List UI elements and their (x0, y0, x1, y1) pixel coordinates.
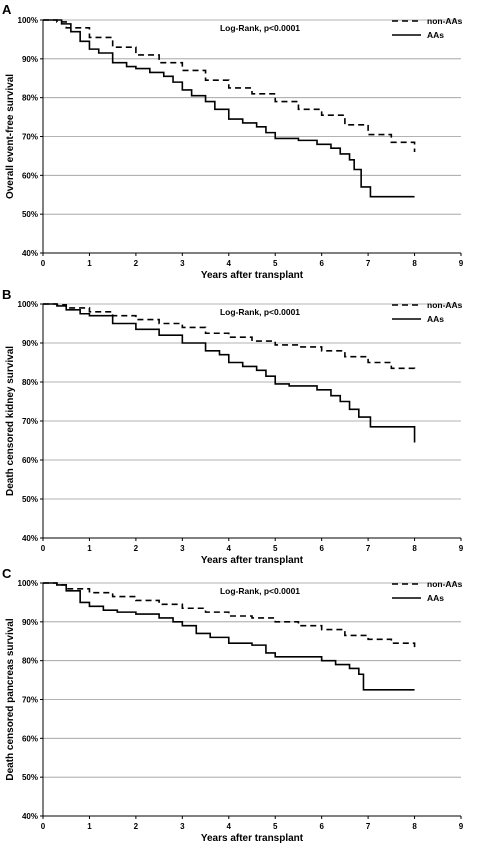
x-tick-label: 2 (134, 544, 139, 553)
x-tick-label: 4 (227, 259, 232, 268)
y-tick-label: 70% (22, 133, 38, 142)
x-tick-label: 7 (366, 259, 371, 268)
panel-letter: B (2, 287, 11, 302)
y-tick-label: 90% (22, 339, 38, 348)
y-tick-label: 90% (22, 618, 38, 627)
series-line-aas (43, 582, 415, 691)
y-tick-label: 40% (22, 534, 38, 543)
y-tick-label: 90% (22, 55, 38, 64)
y-tick-label: 100% (18, 300, 38, 309)
panel-letter: A (2, 2, 12, 17)
y-axis-title: Death censored kidney survival (5, 346, 16, 496)
series-line-aas (43, 19, 415, 198)
x-tick-label: 3 (180, 259, 185, 268)
panel-letter: C (2, 566, 12, 581)
y-tick-label: 40% (22, 812, 38, 821)
x-tick-label: 0 (41, 259, 46, 268)
x-axis-title: Years after transplant (201, 555, 304, 566)
y-tick-label: 40% (22, 249, 38, 258)
y-tick-label: 50% (22, 773, 38, 782)
y-tick-label: 60% (22, 456, 38, 465)
x-axis-title: Years after transplant (201, 833, 304, 844)
y-tick-label: 100% (18, 579, 38, 588)
x-tick-label: 3 (180, 822, 185, 831)
y-tick-label: 80% (22, 657, 38, 666)
x-tick-label: 5 (273, 822, 278, 831)
x-tick-label: 8 (412, 544, 417, 553)
y-tick-label: 70% (22, 696, 38, 705)
y-axis-title: Overall event-free survival (5, 74, 16, 199)
x-tick-label: 0 (41, 822, 46, 831)
log-rank-annotation: Log-Rank, p<0.0001 (220, 307, 300, 317)
y-axis-title: Death censored pancreas survival (5, 618, 16, 781)
x-tick-label: 4 (227, 544, 232, 553)
x-tick-label: 7 (366, 822, 371, 831)
x-tick-label: 9 (459, 544, 464, 553)
x-tick-label: 1 (87, 259, 92, 268)
x-tick-label: 4 (227, 822, 232, 831)
x-tick-label: 9 (459, 822, 464, 831)
x-tick-label: 8 (412, 822, 417, 831)
x-tick-label: 0 (41, 544, 46, 553)
legend-label: AAs (427, 30, 444, 40)
log-rank-annotation: Log-Rank, p<0.0001 (220, 586, 300, 596)
x-tick-label: 6 (319, 544, 324, 553)
series-line-aas (43, 303, 416, 443)
legend-label: AAs (427, 593, 444, 603)
x-axis-title: Years after transplant (201, 270, 304, 281)
y-tick-label: 100% (18, 16, 38, 25)
x-tick-label: 6 (319, 259, 324, 268)
legend-label: non-AAs (427, 300, 463, 310)
x-tick-label: 5 (273, 544, 278, 553)
y-tick-label: 60% (22, 734, 38, 743)
legend-label: AAs (427, 314, 444, 324)
x-tick-label: 2 (134, 822, 139, 831)
x-tick-label: 7 (366, 544, 371, 553)
legend-label: non-AAs (427, 16, 463, 26)
y-tick-label: 50% (22, 495, 38, 504)
series-line-non-aas (43, 19, 416, 153)
y-tick-label: 60% (22, 171, 38, 180)
x-tick-label: 1 (87, 822, 92, 831)
y-tick-label: 70% (22, 417, 38, 426)
y-tick-label: 80% (22, 94, 38, 103)
x-tick-label: 1 (87, 544, 92, 553)
y-tick-label: 80% (22, 378, 38, 387)
x-tick-label: 5 (273, 259, 278, 268)
log-rank-annotation: Log-Rank, p<0.0001 (220, 23, 300, 33)
x-tick-label: 3 (180, 544, 185, 553)
legend-label: non-AAs (427, 579, 463, 589)
x-tick-label: 2 (134, 259, 139, 268)
series-line-non-aas (43, 582, 416, 648)
y-tick-label: 50% (22, 210, 38, 219)
x-tick-label: 6 (319, 822, 324, 831)
x-tick-label: 8 (412, 259, 417, 268)
x-tick-label: 9 (459, 259, 464, 268)
series-line-non-aas (43, 303, 416, 371)
